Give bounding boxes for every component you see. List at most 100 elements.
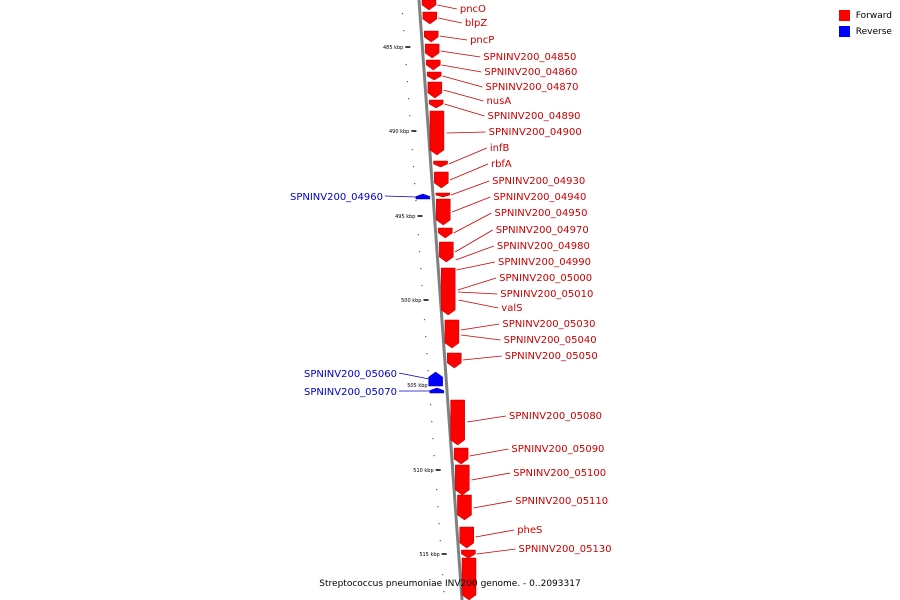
gene-label-forward: SPNINV200_04890 [488, 111, 581, 122]
label-leader-lines [384, 4, 516, 555]
forward-gene-block [427, 81, 443, 99]
gene-label-forward: valS [501, 303, 522, 314]
forward-gene-block [421, 0, 437, 11]
minor-tick [432, 438, 434, 440]
forward-gene-block [426, 71, 442, 81]
minor-tick [421, 285, 423, 287]
leader-line [460, 323, 500, 331]
forward-gene-block [439, 241, 454, 263]
gene-label-forward: SPNINV200_04980 [497, 241, 590, 252]
leader-line [384, 195, 417, 198]
scale-tick: 490 kbp [389, 129, 417, 135]
leader-line [442, 75, 483, 88]
gene-label-forward: SPNINV200_05110 [515, 496, 608, 507]
minor-tick [406, 81, 409, 83]
leader-line [444, 103, 485, 117]
strand-legend: Forward Reverse [838, 8, 892, 40]
reverse-gene-block [429, 387, 445, 394]
leader-line [475, 529, 515, 538]
svg-text:510 kbp: 510 kbp [413, 468, 433, 474]
leader-line [455, 245, 494, 261]
forward-gene-block [429, 110, 445, 156]
minor-tick [409, 115, 411, 117]
leader-line [476, 548, 516, 555]
legend-swatch-forward [838, 10, 850, 21]
forward-gene-block [426, 59, 441, 71]
forward-gene-block [434, 171, 449, 189]
leader-line [467, 415, 507, 423]
minor-tick [412, 166, 415, 168]
leader-line [443, 89, 484, 102]
gene-label-forward: SPNINV200_05080 [509, 411, 602, 422]
gene-label-forward: blpZ [465, 18, 487, 29]
gene-label-forward: SPNINV200_04860 [484, 67, 577, 78]
legend-label-forward: Forward [855, 10, 892, 21]
gene-label-forward: SPNINV200_04940 [493, 192, 586, 203]
minor-tick [433, 455, 435, 457]
minor-tick [426, 353, 428, 355]
forward-gene-block [433, 160, 448, 168]
forward-gene-block [450, 399, 465, 446]
forward-gene-block [455, 464, 470, 496]
forward-gene-block [428, 99, 444, 109]
forward-gene-block [435, 192, 451, 198]
minor-tick [442, 574, 444, 576]
leader-line [450, 180, 490, 196]
minor-tick [423, 319, 426, 321]
svg-text:505 kbp: 505 kbp [407, 383, 427, 389]
genome-caption: Streptococcus pneumoniae INV200 genome. … [319, 579, 581, 589]
leader-line [458, 299, 499, 309]
leader-line [457, 291, 498, 295]
leader-line [460, 334, 501, 341]
minor-tick [415, 200, 417, 202]
scale-tick: 485 kbp [383, 45, 411, 51]
gene-label-forward: infB [490, 143, 510, 154]
gene-label-forward: pncO [460, 4, 486, 15]
gene-label-forward: SPNINV200_04870 [485, 82, 578, 93]
scale-tick: 515 kbp [419, 552, 447, 558]
gene-label-forward: SPNINV200_04850 [483, 52, 576, 63]
leader-line [448, 147, 487, 165]
leader-line [452, 196, 491, 213]
gene-label-forward: SPNINV200_05100 [513, 468, 606, 479]
genome-backbone [417, 0, 464, 600]
legend-item-forward: Forward [838, 8, 892, 23]
leader-line [441, 64, 482, 73]
gene-label-forward: SPNINV200_04990 [498, 257, 591, 268]
gene-label-forward: SPNINV200_04930 [492, 176, 585, 187]
gene-label-forward: SPNINV200_04950 [494, 208, 587, 219]
scale-tick: 500 kbp [401, 298, 429, 304]
forward-gene-block [457, 494, 472, 521]
minor-tick [439, 540, 441, 542]
legend-label-reverse: Reverse [855, 26, 892, 37]
scale-ticks: 485 kbp 490 kbp 495 kbp 500 kbp 505 kbp 510 k… [383, 13, 447, 593]
forward-gene-block [447, 352, 462, 369]
svg-text:515 kbp: 515 kbp [419, 552, 439, 558]
minor-tick [429, 404, 432, 406]
gene-label-forward: SPNINV200_05040 [504, 335, 597, 346]
gene-label-forward: pheS [517, 525, 542, 536]
forward-gene-block [424, 43, 440, 59]
gene-label-reverse: SPNINV200_05060 [304, 369, 397, 380]
gene-label-forward: SPNINV200_05010 [500, 289, 593, 300]
forward-gene-block [461, 549, 476, 559]
gene-label-forward: rbfA [491, 159, 512, 170]
minor-tick [438, 523, 440, 525]
gene-label-forward: SPNINV200_05030 [502, 319, 595, 330]
gene-label-forward: nusA [486, 96, 511, 107]
gene-label-forward: SPNINV200_04900 [489, 127, 582, 138]
leader-line [446, 131, 486, 134]
forward-gene-block [423, 30, 439, 43]
gene-labels: pncO blpZ pncP SPNINV200_04850 SPNINV200_048… [290, 4, 612, 555]
svg-text:495 kbp: 495 kbp [395, 214, 415, 220]
minor-tick [405, 64, 407, 66]
minor-tick [437, 506, 439, 508]
reverse-gene-blocks [415, 193, 445, 394]
gene-label-reverse: SPNINV200_04960 [290, 192, 383, 203]
svg-text:490 kbp: 490 kbp [389, 129, 409, 135]
svg-text:485 kbp: 485 kbp [383, 45, 403, 51]
leader-line [471, 472, 511, 481]
leader-line [437, 4, 457, 10]
minor-tick [431, 421, 433, 423]
minor-tick [401, 13, 404, 15]
